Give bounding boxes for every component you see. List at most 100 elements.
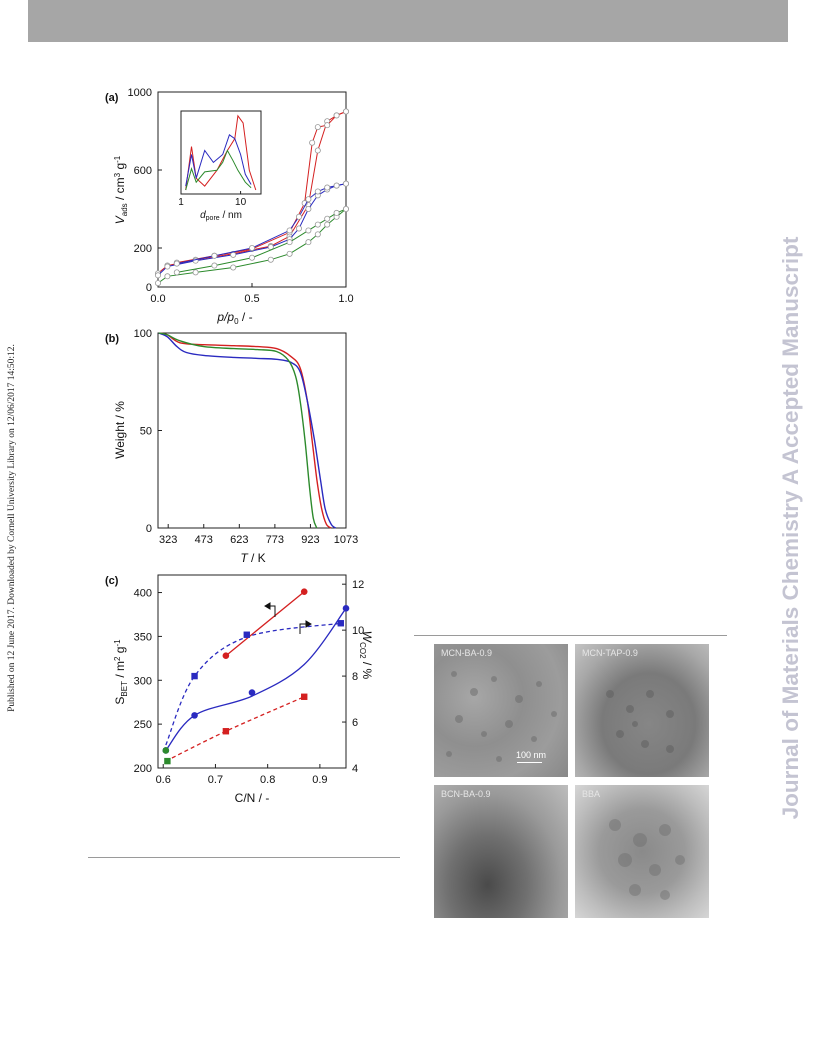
panel-a: (a) 0 200 600 1000 0.0 0.5 1.0 p/p0 / - Vads / cm…	[105, 87, 354, 326]
y-tick-label-left: 350	[134, 631, 152, 643]
data-point	[333, 112, 340, 119]
axis-arrows	[264, 602, 312, 634]
data-point	[286, 250, 293, 257]
x-tick-label: 1073	[334, 534, 358, 546]
tem-texture	[609, 819, 685, 900]
tem-label: MCN-TAP-0.9	[582, 648, 638, 658]
inset-series-blue	[185, 133, 252, 187]
panel-b: (b) 0 50 100 323 473 623 773 923 1073 T / K Weight …	[105, 328, 358, 565]
data-point-blue	[191, 712, 198, 719]
y-tick-label-left: 400	[134, 588, 152, 600]
y-axis-label-left: SBET / m2 g-1	[113, 639, 129, 705]
fit-blue-square	[165, 622, 341, 746]
data-point	[211, 262, 218, 269]
y-tick-label: 200	[134, 243, 152, 255]
y-tick-label: 0	[146, 523, 152, 535]
tem-label: BCN-BA-0.9	[441, 789, 491, 799]
right-divider	[414, 635, 727, 636]
inset-tick-label: 10	[235, 197, 247, 208]
data-point	[305, 227, 312, 234]
y-axis-label: Weight / %	[113, 401, 127, 459]
series-blue-desorption	[176, 183, 347, 265]
fit-blue-circle	[165, 607, 347, 751]
data-point-blue	[337, 620, 344, 627]
data-point-red	[222, 652, 230, 660]
panel-label: (c)	[105, 575, 119, 587]
data-point	[324, 215, 331, 222]
data-point	[248, 254, 255, 261]
plot-frame	[157, 574, 347, 769]
tem-image-bba: BBA	[575, 785, 709, 918]
panel-c: (c) 200 250 300 350 400 4 6 8 10 12 0.6 0.7 0.8 0.9 C/N…	[105, 574, 374, 805]
plot-frame	[157, 332, 347, 529]
data-point	[154, 272, 161, 279]
panel-label: (a)	[105, 92, 119, 104]
data-point	[230, 251, 237, 258]
data-point	[324, 184, 331, 191]
data-point-red	[301, 693, 308, 700]
y-tick-label-left: 300	[134, 675, 152, 687]
right-axis-arrowhead	[305, 620, 312, 628]
series-green	[158, 332, 318, 529]
x-tick-label: 623	[230, 534, 248, 546]
tem-image-mcn-tap: MCN-TAP-0.9	[575, 644, 709, 777]
x-tick-label: 1.0	[338, 293, 353, 305]
data-point-red	[300, 588, 308, 595]
inset-tick-label: 1	[178, 197, 184, 208]
inset-series-green	[185, 149, 252, 191]
data-point	[164, 273, 171, 280]
data-point	[342, 108, 349, 115]
data-point	[314, 221, 321, 228]
data-point	[333, 209, 340, 216]
tem-label: MCN-BA-0.9	[441, 648, 493, 658]
y-tick-label-right: 12	[352, 579, 364, 591]
data-point	[154, 280, 161, 287]
x-tick-label: 0.6	[156, 774, 171, 786]
x-tick-label: 0.9	[312, 774, 327, 786]
left-divider	[88, 857, 400, 858]
y-tick-label: 50	[140, 426, 152, 438]
data-point	[286, 239, 293, 246]
x-tick-label: 473	[195, 534, 213, 546]
x-axis-label: p/p0 / -	[216, 310, 252, 326]
y-tick-label-right: 4	[352, 763, 358, 775]
series-red	[158, 332, 332, 529]
y-tick-label: 0	[146, 282, 152, 294]
data-point	[333, 182, 340, 189]
data-point-blue	[243, 631, 250, 638]
data-point	[324, 122, 331, 129]
scale-bar-label: 100 nm	[516, 750, 547, 760]
data-point-red	[222, 728, 230, 735]
y-tick-label-right: 6	[352, 717, 358, 729]
data-point	[309, 139, 316, 146]
data-point	[314, 124, 321, 131]
y-tick-label-left: 250	[134, 719, 152, 731]
y-tick-label: 1000	[128, 87, 152, 99]
y-tick-label-left: 200	[134, 763, 152, 775]
data-point	[173, 269, 180, 276]
x-tick-label: 773	[266, 534, 284, 546]
header-bar	[28, 0, 788, 42]
tem-image-mcn-ba: MCN-BA-0.9 100 nm	[434, 644, 568, 777]
data-point	[248, 244, 255, 251]
data-point-green	[162, 747, 170, 754]
data-point	[314, 188, 321, 195]
x-tick-label: 923	[301, 534, 319, 546]
data-point	[286, 227, 293, 234]
data-point	[314, 147, 321, 154]
data-point-blue	[342, 605, 350, 612]
y-axis-label-right: WCO2 / %	[358, 631, 374, 680]
fit-red-square	[165, 696, 305, 762]
data-point	[173, 260, 180, 267]
y-tick-label: 100	[134, 328, 152, 340]
series-blue	[158, 332, 337, 529]
data-point	[324, 221, 331, 228]
data-point	[305, 196, 312, 203]
x-tick-label: 0.7	[208, 774, 223, 786]
inset: 1 10 dpore / nm	[178, 110, 262, 222]
tem-texture	[606, 690, 674, 753]
data-point	[295, 225, 302, 232]
data-point	[342, 180, 349, 187]
tem-image-bcn-ba: BCN-BA-0.9	[434, 785, 568, 918]
